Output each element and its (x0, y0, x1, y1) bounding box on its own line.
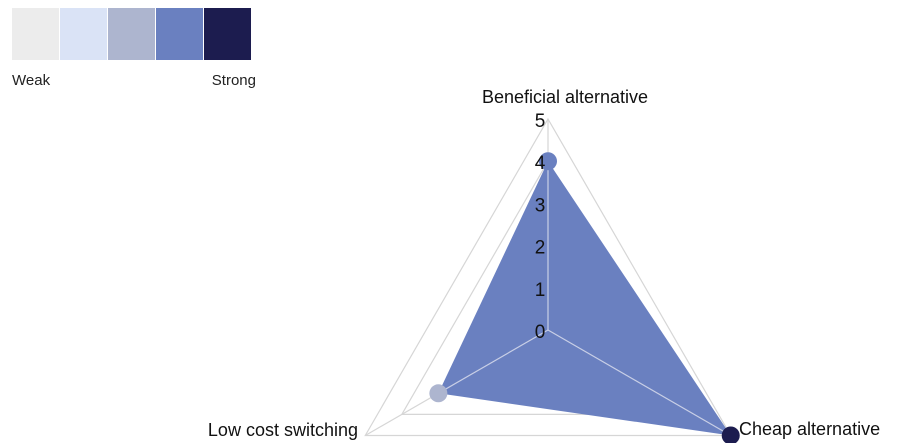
tick-label-3: 3 (535, 195, 546, 216)
tick-label-0: 0 (535, 322, 546, 343)
legend-swatch-5 (204, 8, 251, 60)
data-point-1 (539, 152, 557, 171)
grid-ring-5 (364, 117, 732, 437)
legend-swatches (12, 8, 256, 60)
legend-swatch-3 (108, 8, 155, 60)
inner-spoke-2 (547, 329, 732, 437)
tick-label-1: 1 (535, 280, 546, 301)
legend-swatch-2 (60, 8, 107, 60)
tick-label-2: 2 (535, 238, 546, 259)
series-area (438, 161, 731, 436)
axis-label-1: Beneficial alternative (482, 87, 648, 107)
data-point-3 (429, 384, 448, 403)
legend-strong-label: Strong (211, 72, 256, 89)
tick-label-5: 5 (535, 111, 546, 132)
legend-weak-label: Weak (12, 72, 51, 89)
legend-swatch-1 (12, 8, 59, 60)
inner-spoke-3 (438, 329, 549, 394)
axis-label-2: Cheap alternative (739, 419, 880, 439)
axis-label-3: Low cost switching (208, 420, 358, 440)
data-point-2 (721, 426, 740, 443)
strength-legend: Weak Strong (12, 8, 256, 89)
tick-label-4: 4 (535, 153, 546, 174)
legend-swatch-4 (156, 8, 203, 60)
